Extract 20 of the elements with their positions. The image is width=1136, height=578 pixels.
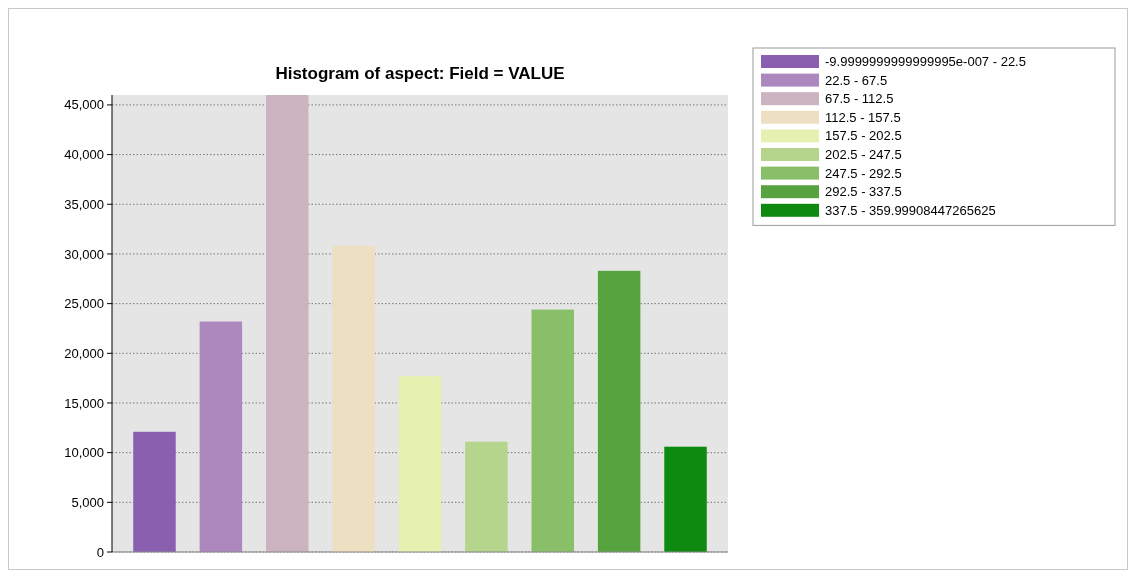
legend-label: -9.9999999999999995e-007 - 22.5: [825, 54, 1026, 70]
y-tick-label: 25,000: [64, 296, 104, 312]
legend-label: 292.5 - 337.5: [825, 184, 902, 200]
legend-label: 67.5 - 112.5: [825, 91, 894, 107]
legend-label: 157.5 - 202.5: [825, 128, 902, 144]
legend-label: 247.5 - 292.5: [825, 165, 902, 181]
y-tick-label: 35,000: [64, 196, 104, 212]
y-tick-label: 20,000: [64, 345, 104, 361]
y-tick-label: 30,000: [64, 246, 104, 262]
y-tick-label: 40,000: [64, 147, 104, 163]
y-tick-label: 0: [96, 544, 104, 560]
chart-title: Histogram of aspect: Field = VALUE: [275, 64, 565, 83]
y-tick-label: 5,000: [71, 494, 104, 510]
y-tick-label: 45,000: [64, 97, 104, 113]
legend-label: 112.5 - 157.5: [825, 109, 901, 125]
legend-label: 202.5 - 247.5: [825, 147, 902, 163]
legend-label: 22.5 - 67.5: [825, 72, 888, 88]
y-tick-label: 10,000: [64, 445, 104, 461]
y-tick-label: 15,000: [64, 395, 104, 411]
legend-label: 337.5 - 359.99908447265625: [825, 202, 996, 218]
